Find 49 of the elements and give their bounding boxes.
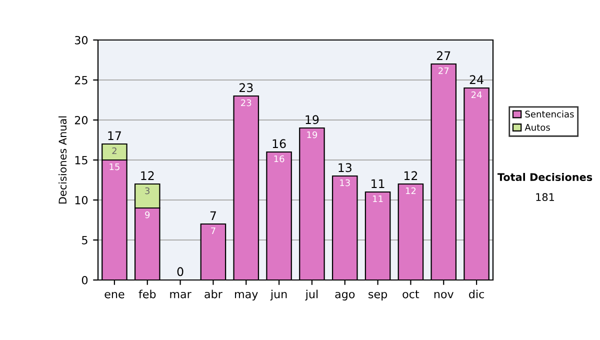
- total-label: 12: [141, 171, 154, 180]
- data-label: 24: [471, 91, 482, 98]
- total-label: 12: [404, 171, 418, 180]
- total-label: 13: [338, 163, 352, 172]
- total-label: 0: [177, 267, 184, 276]
- x-tick-label: nov: [434, 292, 454, 298]
- data-label: 13: [340, 179, 350, 186]
- total-label: 17: [108, 131, 121, 140]
- x-tick-label: feb: [138, 290, 156, 298]
- x-tick-label: dic: [469, 290, 484, 298]
- data-label: 23: [241, 99, 252, 106]
- x-tick-label: oct: [402, 290, 420, 298]
- data-label: 15: [110, 163, 120, 170]
- data-label: 3: [145, 187, 150, 194]
- legend-label: Autos: [524, 124, 550, 131]
- y-tick-label: 30: [74, 36, 88, 44]
- y-tick-label: 0: [82, 276, 88, 284]
- y-tick-label: 15: [75, 156, 88, 164]
- total-label: 7: [210, 211, 216, 220]
- total-label: 19: [306, 115, 319, 124]
- x-tick-label: abr: [204, 290, 222, 298]
- x-tick-label: may: [235, 292, 258, 300]
- text: 181: [536, 193, 554, 202]
- data-label: 2: [112, 147, 116, 154]
- data-label: 16: [274, 155, 284, 162]
- y-axis-title: Decisiones Anual: [58, 116, 67, 204]
- legend-label: Sentencias: [525, 110, 574, 118]
- x-tick-label: jul: [305, 290, 318, 300]
- total-label: 24: [470, 75, 484, 84]
- data-label: 12: [406, 187, 416, 194]
- data-label: 27: [438, 67, 449, 74]
- total-label: 11: [372, 179, 384, 188]
- y-tick-label: 25: [74, 76, 88, 84]
- y-tick-label: 20: [74, 116, 88, 124]
- x-tick-label: sep: [368, 292, 388, 300]
- y-tick-label: 10: [75, 196, 88, 204]
- data-label: 7: [211, 227, 216, 234]
- total-label: 23: [239, 83, 253, 92]
- text: Total Decisiones: [497, 172, 592, 182]
- x-tick-label: jun: [270, 290, 287, 300]
- total-label: 16: [272, 139, 286, 148]
- data-label: 19: [307, 131, 318, 138]
- y-tick-label: 5: [82, 236, 88, 244]
- total-label: 27: [436, 51, 450, 60]
- data-label: 9: [145, 211, 150, 218]
- x-tick-label: ago: [335, 292, 355, 300]
- x-tick-label: ene: [104, 292, 124, 298]
- data-label: 11: [373, 195, 383, 202]
- x-tick-label: mar: [170, 292, 192, 298]
